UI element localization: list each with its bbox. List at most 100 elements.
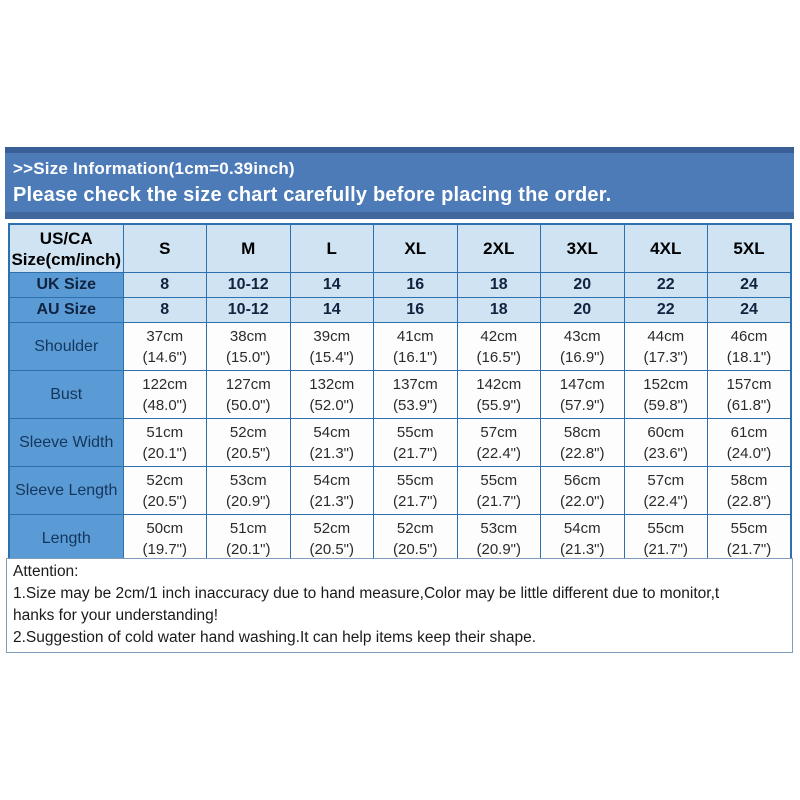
measurement-inch: (48.0") xyxy=(142,396,187,414)
measurement-inch: (57.9") xyxy=(559,396,605,414)
measurement-inch: (21.7") xyxy=(392,492,438,510)
size-conversion-row: UK Size 8 10-12 14 16 18 20 22 24 xyxy=(8,272,792,298)
measurement-cell: 127cm (50.0") xyxy=(206,370,291,419)
banner-title: >>Size Information(1cm=0.39inch) xyxy=(13,159,295,178)
size-table: US/CA Size(cm/inch) S M L XL 2XL 3XL 4XL 5XL UK Si… xyxy=(8,223,792,564)
measurement-cell: 50cm (19.7") xyxy=(122,514,207,564)
measurement-inch: (16.9") xyxy=(559,348,605,366)
size-value-cell: 20 xyxy=(540,297,625,323)
measurement-cm: 53cm xyxy=(229,471,267,489)
measurement-cell: 137cm (53.9") xyxy=(373,370,458,419)
measurement-cell: 55cm (21.7") xyxy=(707,514,792,564)
measurement-cell: 57cm (22.4") xyxy=(456,418,541,467)
size-value-cell: 10-12 xyxy=(206,272,291,298)
measurement-cm: 147cm xyxy=(559,375,605,393)
measurement-cm: 44cm xyxy=(647,327,685,345)
attention-line: 2.Suggestion of cold water hand washing.… xyxy=(13,629,537,646)
measurement-inch: (20.5") xyxy=(309,540,354,558)
measurement-cell: 55cm (21.7") xyxy=(623,514,708,564)
measurement-row: Length 50cm (19.7") 51cm (20.1") 52cm (20.5") 5… xyxy=(8,514,792,564)
measurement-cell: 43cm (16.9") xyxy=(540,322,625,371)
measurement-cell: 55cm (21.7") xyxy=(373,418,458,467)
measurement-cm: 43cm xyxy=(563,327,601,345)
size-column-header-m: M xyxy=(206,223,291,273)
measurement-cm: 55cm xyxy=(480,471,518,489)
measurement-inch: (20.5") xyxy=(392,540,438,558)
attention-line: hanks for your understanding! xyxy=(13,607,219,624)
measurement-cm: 37cm xyxy=(146,327,184,345)
measurement-cell: 54cm (21.3") xyxy=(289,466,374,515)
measurement-cell: 42cm (16.5") xyxy=(456,322,541,371)
measurement-cell: 52cm (20.5") xyxy=(373,514,458,564)
measurement-inch: (22.8") xyxy=(559,444,605,462)
measurement-cell: 52cm (20.5") xyxy=(206,418,291,467)
measurement-inch: (50.0") xyxy=(225,396,271,414)
measurement-inch: (21.7") xyxy=(476,492,521,510)
measurement-cm: 39cm xyxy=(313,327,351,345)
measurement-cm: 41cm xyxy=(396,327,434,345)
measurement-cell: 55cm (21.7") xyxy=(456,466,541,515)
measurement-inch: (52.0") xyxy=(309,396,354,414)
size-column-header-s: S xyxy=(122,223,207,273)
size-value-cell: 8 xyxy=(122,297,207,323)
measurement-inch: (22.4") xyxy=(476,444,521,462)
measurement-cm: 54cm xyxy=(313,423,351,441)
measurement-cm: 54cm xyxy=(313,471,351,489)
attention-line: Attention: xyxy=(13,563,79,580)
measurement-inch: (22.0") xyxy=(559,492,605,510)
attention-line: 1.Size may be 2cm/1 inch inaccuracy due … xyxy=(13,585,720,602)
measurement-cm: 51cm xyxy=(229,519,267,537)
measurement-cm: 55cm xyxy=(396,423,434,441)
size-column-header-xl: XL xyxy=(373,223,458,273)
measurement-cm: 52cm xyxy=(313,519,351,537)
measurement-inch: (15.4") xyxy=(309,348,354,366)
measurement-cell: 39cm (15.4") xyxy=(289,322,374,371)
measurement-cell: 38cm (15.0") xyxy=(206,322,291,371)
measurement-cm: 55cm xyxy=(647,519,685,537)
measurement-cm: 57cm xyxy=(480,423,518,441)
row-label: Shoulder xyxy=(8,322,124,371)
measurement-inch: (20.9") xyxy=(225,492,271,510)
measurement-cm: 58cm xyxy=(730,471,768,489)
measurement-inch: (53.9") xyxy=(392,396,438,414)
measurement-cell: 58cm (22.8") xyxy=(707,466,792,515)
measurement-inch: (55.9") xyxy=(476,396,521,414)
measurement-cm: 142cm xyxy=(476,375,522,393)
measurement-cell: 61cm (24.0") xyxy=(707,418,792,467)
size-column-header-5xl: 5XL xyxy=(707,223,792,273)
size-value-cell: 24 xyxy=(707,297,792,323)
measurement-inch: (16.1") xyxy=(392,348,438,366)
measurement-cm: 61cm xyxy=(730,423,768,441)
measurement-cell: 55cm (21.7") xyxy=(373,466,458,515)
measurement-inch: (59.8") xyxy=(643,396,688,414)
measurement-row: Shoulder 37cm (14.6") 38cm (15.0") 39cm (15.4"… xyxy=(8,322,792,371)
corner-header-line2: Size(cm/inch) xyxy=(11,249,122,269)
us-ca-size-header: US/CA Size(cm/inch) xyxy=(8,223,124,273)
measurement-inch: (20.1") xyxy=(225,540,271,558)
measurement-cm: 60cm xyxy=(647,423,685,441)
attention-box: Attention: 1.Size may be 2cm/1 inch inacc… xyxy=(6,558,793,653)
row-label: Sleeve Length xyxy=(8,466,124,515)
measurement-cm: 152cm xyxy=(643,375,689,393)
measurement-cell: 44cm (17.3") xyxy=(623,322,708,371)
measurement-cm: 52cm xyxy=(396,519,434,537)
measurement-cm: 157cm xyxy=(726,375,772,393)
row-label: UK Size xyxy=(8,272,124,298)
measurement-inch: (20.9") xyxy=(476,540,521,558)
measurement-cell: 52cm (20.5") xyxy=(289,514,374,564)
measurement-inch: (17.3") xyxy=(643,348,688,366)
measurement-cm: 52cm xyxy=(229,423,267,441)
measurement-cell: 132cm (52.0") xyxy=(289,370,374,419)
size-value-cell: 22 xyxy=(623,272,708,298)
size-value-cell: 24 xyxy=(707,272,792,298)
measurement-cell: 41cm (16.1") xyxy=(373,322,458,371)
measurement-cell: 122cm (48.0") xyxy=(122,370,207,419)
measurement-inch: (20.5") xyxy=(142,492,187,510)
measurement-inch: (19.7") xyxy=(142,540,187,558)
size-value-cell: 16 xyxy=(373,297,458,323)
measurement-cm: 38cm xyxy=(229,327,267,345)
measurement-cm: 53cm xyxy=(480,519,518,537)
measurement-cell: 53cm (20.9") xyxy=(456,514,541,564)
measurement-cm: 132cm xyxy=(309,375,355,393)
